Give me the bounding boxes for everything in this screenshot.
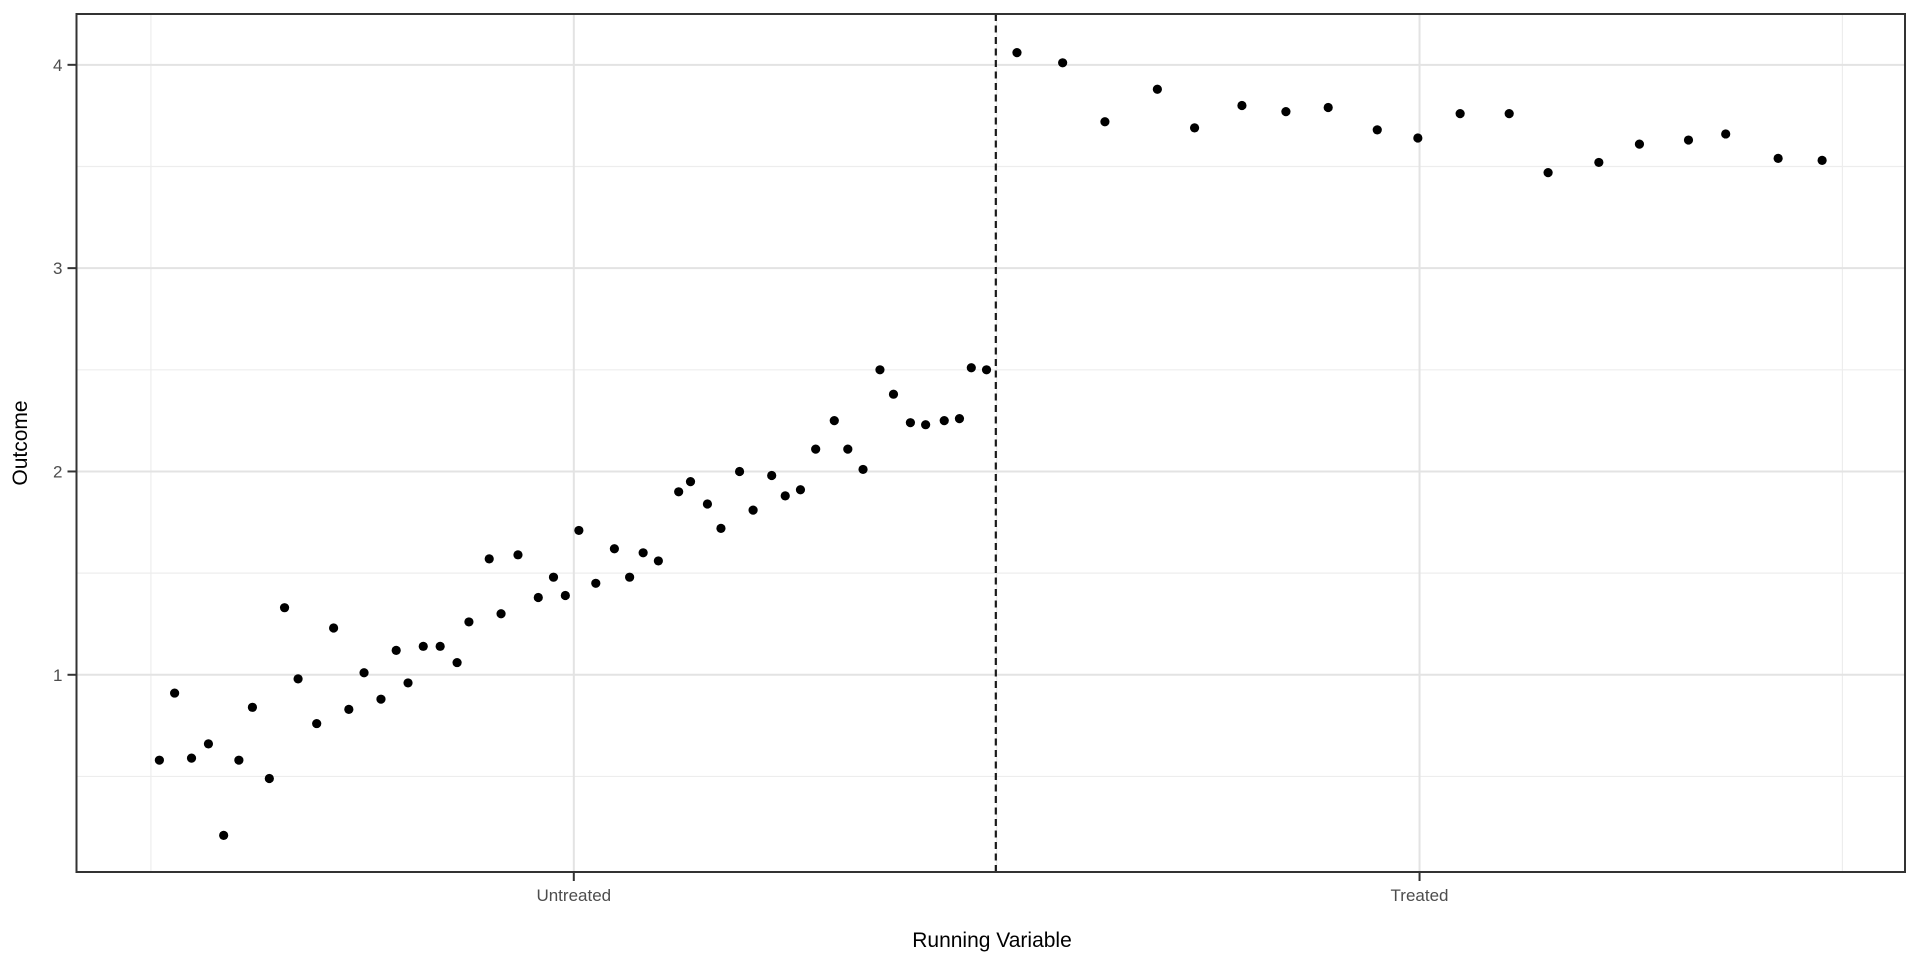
- data-point: [344, 704, 354, 714]
- data-point: [795, 485, 806, 495]
- data-point: [905, 418, 916, 428]
- data-point: [170, 688, 180, 698]
- data-point: [484, 554, 494, 564]
- data-point: [734, 466, 745, 477]
- series-treated: [1012, 48, 1827, 178]
- data-point: [653, 556, 663, 566]
- data-point: [1372, 125, 1382, 135]
- data-point: [548, 572, 559, 582]
- data-point: [533, 592, 543, 603]
- data-point: [1323, 102, 1333, 113]
- data-point: [154, 755, 164, 765]
- data-point: [1817, 155, 1827, 165]
- data-point: [329, 623, 339, 633]
- y-tick-label: 4: [53, 56, 62, 75]
- data-point: [875, 365, 885, 375]
- data-point: [186, 753, 197, 763]
- data-point: [1189, 123, 1200, 133]
- panel-border-rect: [75, 13, 1906, 873]
- data-point: [1504, 109, 1514, 119]
- data-point: [1237, 100, 1247, 111]
- data-point: [767, 470, 777, 481]
- data-point: [954, 414, 965, 424]
- data-point: [1012, 48, 1022, 58]
- data-point: [1058, 58, 1068, 68]
- data-point: [1634, 139, 1645, 149]
- data-point: [591, 578, 601, 588]
- data-point: [1100, 117, 1110, 127]
- data-point: [1683, 135, 1694, 145]
- data-point: [293, 674, 303, 684]
- data-point: [1281, 106, 1291, 117]
- data-point: [674, 487, 684, 497]
- axis-tick-marks: [67, 63, 1421, 881]
- data-point: [312, 718, 322, 729]
- x-tick-label: Treated: [1391, 886, 1449, 905]
- data-point: [1455, 109, 1465, 119]
- data-point: [702, 499, 713, 509]
- x-tick-label: Untreated: [536, 886, 611, 905]
- panel-border: [75, 13, 1906, 873]
- data-point: [1594, 157, 1604, 168]
- data-point: [981, 365, 992, 375]
- scatter-points: [154, 48, 1827, 841]
- data-point: [403, 678, 413, 688]
- data-point: [1543, 167, 1553, 178]
- data-point: [234, 755, 244, 765]
- data-point: [638, 548, 648, 558]
- data-point: [858, 464, 868, 475]
- data-point: [513, 550, 523, 560]
- data-point: [359, 668, 369, 678]
- data-point: [464, 617, 474, 627]
- data-point: [748, 505, 758, 515]
- data-point: [843, 444, 853, 454]
- axis-tick-labels: 1 2 3 4 Untreated Treated: [53, 56, 1448, 905]
- x-axis-title: Running Variable: [912, 929, 1072, 952]
- data-point: [435, 641, 445, 651]
- data-point: [452, 657, 462, 668]
- data-point: [966, 363, 976, 373]
- data-point: [939, 416, 949, 426]
- data-point: [247, 702, 258, 712]
- y-tick-label: 3: [53, 259, 62, 278]
- data-point: [574, 525, 584, 536]
- data-point: [811, 444, 821, 454]
- grid-major-lines: [76, 14, 1905, 872]
- data-point: [625, 572, 635, 582]
- data-point: [203, 739, 214, 749]
- data-point: [829, 416, 839, 426]
- data-point: [716, 523, 726, 533]
- data-point: [418, 641, 428, 651]
- data-point: [391, 645, 401, 655]
- data-point: [560, 590, 570, 601]
- grid-minor-lines: [76, 14, 1905, 872]
- y-axis-title: Outcome: [9, 400, 32, 485]
- data-point: [888, 389, 899, 399]
- data-point: [1413, 133, 1423, 143]
- data-point: [496, 609, 506, 619]
- data-point: [780, 491, 790, 501]
- data-point: [685, 477, 696, 487]
- y-tick-label: 2: [53, 462, 62, 481]
- data-point: [376, 694, 386, 704]
- data-point: [219, 830, 229, 841]
- data-point: [264, 773, 274, 784]
- data-point: [921, 420, 931, 430]
- data-point: [1721, 129, 1731, 139]
- data-point: [1773, 153, 1783, 163]
- data-point: [279, 603, 290, 613]
- y-tick-label: 1: [53, 666, 62, 685]
- series-untreated: [154, 363, 992, 841]
- data-point: [1152, 84, 1162, 94]
- data-point: [609, 544, 619, 554]
